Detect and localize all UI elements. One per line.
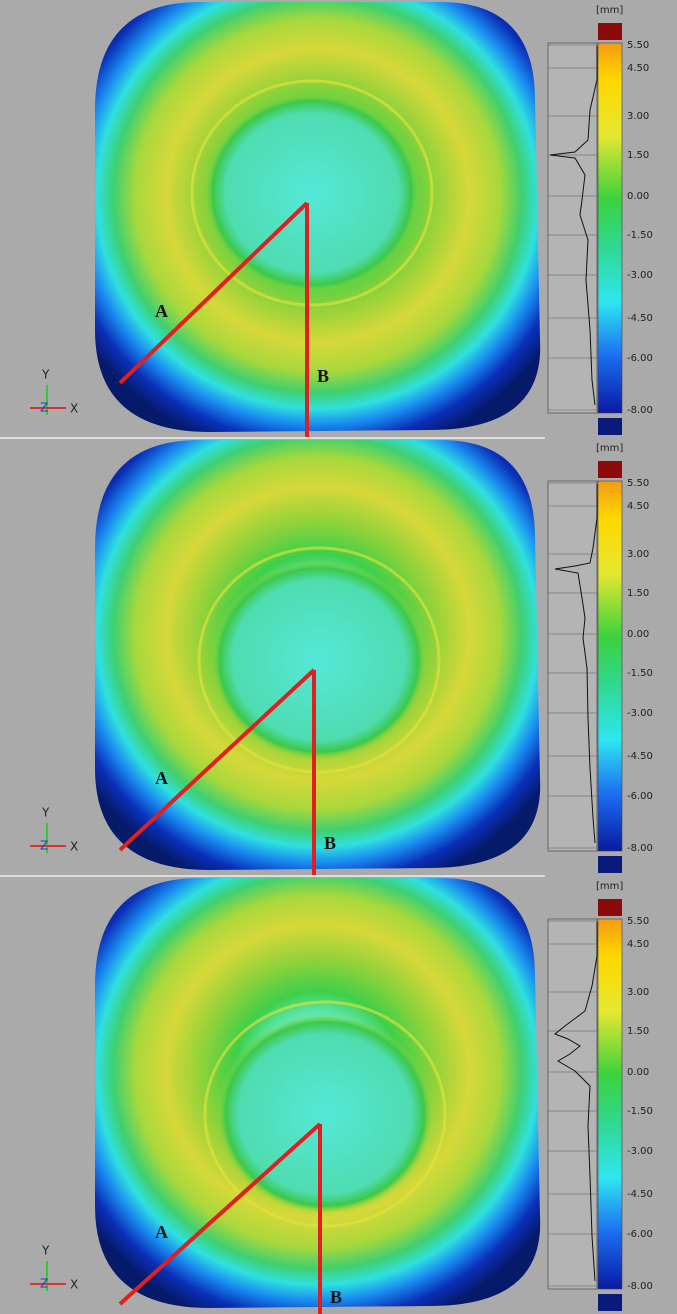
histogram-curve [554,484,598,844]
axis-label: X [70,1278,78,1292]
scale-label: -6.00 [627,353,653,364]
line-label: A [155,768,168,788]
section-line-a [118,668,316,852]
scale-label: -3.00 [627,708,653,719]
scale-label: 5.50 [627,40,649,51]
scale-label: -1.50 [627,1106,653,1117]
scale-label: 4.50 [627,939,649,950]
overflow-high [598,899,622,916]
histogram-box [547,42,598,414]
overflow-low [598,1294,622,1311]
line-label: B [330,1287,342,1307]
line-label: A [155,1222,168,1242]
histogram-box [547,918,598,1290]
scale-label: 1.50 [627,588,649,599]
scale-label: -3.00 [627,270,653,281]
overflow-low [598,856,622,873]
ring [197,546,441,774]
inner-region [211,560,427,760]
overflow-high [598,461,622,478]
scale-label: -8.00 [627,405,653,416]
scale-label: 3.00 [627,111,649,122]
histogram-curve [549,46,598,406]
ring [190,79,434,307]
unit-label: [mm] [596,881,623,892]
axis-label: Y [41,1244,50,1258]
color-bar [597,918,623,1290]
scale-label: -1.50 [627,668,653,679]
histogram-curve [554,922,598,1282]
section-line-a [118,201,309,385]
section-line-a [118,1122,322,1306]
scale-label: 4.50 [627,501,649,512]
unit-label: [mm] [596,443,623,454]
scale-label: -6.00 [627,791,653,802]
scale-label: 5.50 [627,478,649,489]
scale-label: -4.50 [627,313,653,324]
scale-label: 0.00 [627,191,649,202]
scale-label: 3.00 [627,549,649,560]
axis-label: Y [41,368,50,382]
scale-label: 1.50 [627,1026,649,1037]
axis-label: Y [41,806,50,820]
axis-label: Z [40,401,48,415]
color-bar [597,42,623,414]
scale-label: -4.50 [627,1189,653,1200]
panel: A B Y Z X [mm] 5.50 4.50 3.00 1.50 0.00 -1.50 -3.00 -… [0,0,677,438]
scale-label: 4.50 [627,63,649,74]
line-label: B [317,366,329,386]
panel: A B Y Z X [mm] 5.50 4.50 3.00 1.50 0.00 -1.50 -3.00 -… [0,875,677,1314]
scale-label: 5.50 [627,916,649,927]
scale-label: 3.00 [627,987,649,998]
overflow-low [598,418,622,435]
scale-label: -8.00 [627,843,653,854]
panel: A B Y Z X [mm] 5.50 4.50 3.00 1.50 0.00 -1.50 -3.00 -… [0,437,677,876]
scale-label: 1.50 [627,150,649,161]
line-label: B [324,833,336,853]
scale-label: -6.00 [627,1229,653,1240]
inner-region [217,1014,433,1214]
scale-label: -3.00 [627,1146,653,1157]
line-label: A [155,301,168,321]
histogram-box [547,480,598,852]
axis-label: Z [40,1277,48,1291]
ring [203,1000,447,1228]
axis-label: X [70,402,78,416]
inner-region [204,93,420,293]
scale-label: -1.50 [627,230,653,241]
scale-label: 0.00 [627,1067,649,1078]
color-bar [597,480,623,852]
scale-label: -4.50 [627,751,653,762]
unit-label: [mm] [596,5,623,16]
overflow-high [598,23,622,40]
axis-label: Z [40,839,48,853]
axis-label: X [70,840,78,854]
scale-label: 0.00 [627,629,649,640]
scale-label: -8.00 [627,1281,653,1292]
